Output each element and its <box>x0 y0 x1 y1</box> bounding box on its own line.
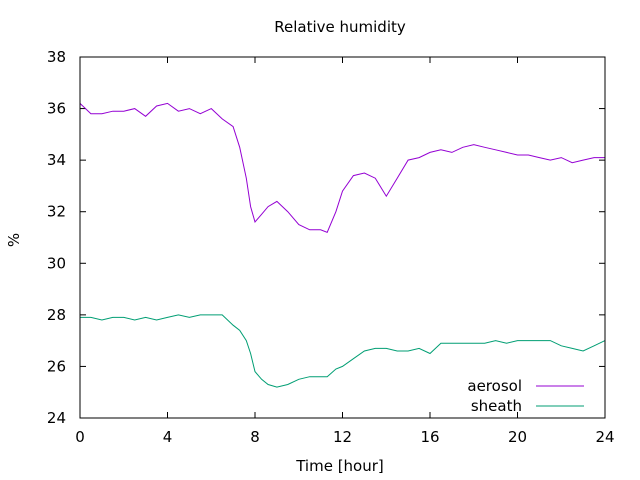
plot-frame <box>79 56 606 419</box>
x-tick-label: 16 <box>420 428 439 446</box>
x-tick-label: 12 <box>333 428 352 446</box>
x-axis-label: Time [hour] <box>295 457 384 475</box>
x-tick-label: 0 <box>75 428 85 446</box>
y-axis-label: % <box>5 233 23 247</box>
legend: aerosol sheath <box>467 377 584 415</box>
y-tick-label: 30 <box>47 254 66 272</box>
y-tick-label: 36 <box>47 100 66 118</box>
y-tick-label: 34 <box>47 151 66 169</box>
legend-label-aerosol: aerosol <box>467 377 522 395</box>
series-line-sheath <box>80 314 606 388</box>
x-tick-label: 24 <box>595 428 614 446</box>
y-tick-label: 24 <box>47 409 66 427</box>
y-tick-label: 26 <box>47 357 66 375</box>
series-lines <box>79 102 606 388</box>
y-tick-label: 28 <box>47 306 66 324</box>
legend-label-sheath: sheath <box>471 397 522 415</box>
x-tick-label: 4 <box>163 428 173 446</box>
chart-title: Relative humidity <box>274 18 406 36</box>
series-line-aerosol <box>79 102 605 233</box>
axis-ticks: 0 4 8 12 16 20 24 24 26 28 30 32 34 36 38 <box>47 48 615 446</box>
x-tick-label: 8 <box>250 428 260 446</box>
y-tick-label: 38 <box>47 48 66 66</box>
y-tick-label: 32 <box>47 203 66 221</box>
x-tick-label: 20 <box>508 428 527 446</box>
